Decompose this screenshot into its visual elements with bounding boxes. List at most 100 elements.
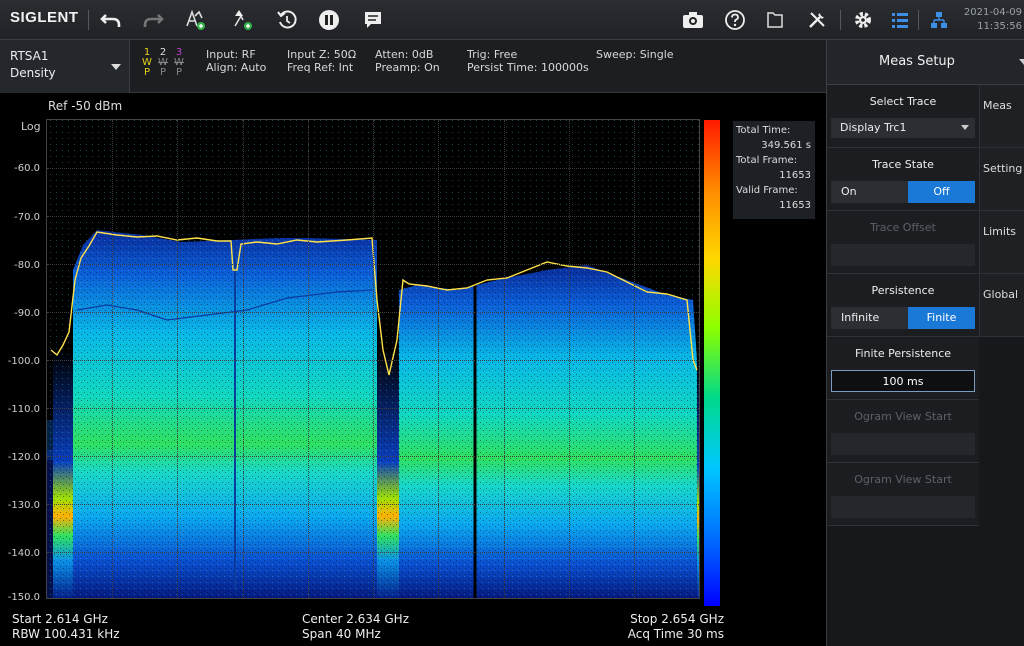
- network-button[interactable]: [924, 5, 954, 35]
- trace-select-dropdown[interactable]: Display Trc1: [831, 118, 975, 138]
- pause-icon: [319, 10, 339, 30]
- input-info[interactable]: Input: RF Align: Auto: [206, 48, 266, 74]
- preamp-label: Preamp: On: [375, 61, 440, 74]
- spectrum-display[interactable]: Ref -50 dBm Log -60.0 -70.0 -80.0 -90.0 …: [0, 93, 826, 646]
- panel-title[interactable]: Meas Setup: [827, 40, 1024, 85]
- ogram-view-start-field: [831, 496, 975, 518]
- trace-state-softkey[interactable]: Trace State On Off: [827, 148, 979, 211]
- trace-detector: P: [159, 67, 167, 78]
- grid-line: [373, 120, 374, 598]
- grid-line: [112, 120, 113, 598]
- help-button[interactable]: [720, 5, 750, 35]
- ogram-view-start-field: [831, 433, 975, 455]
- plot-grid[interactable]: [46, 119, 700, 599]
- atten-label: Atten: 0dB: [375, 48, 434, 61]
- trigger-info[interactable]: Trig: Free Persist Time: 100000s: [467, 48, 589, 74]
- persistence-finite-option[interactable]: Finite: [908, 307, 975, 329]
- finite-persistence-softkey[interactable]: Finite Persistence 100 ms: [827, 337, 979, 400]
- center-freq: Center 2.634 GHz: [302, 612, 409, 626]
- toolbar-divider: [918, 10, 919, 30]
- center-freq-info[interactable]: Center 2.634 GHz Span 40 MHz: [302, 612, 409, 642]
- grid-line: [308, 120, 309, 598]
- persist-label: Persist Time: 100000s: [467, 61, 589, 74]
- marker-add-icon: [186, 9, 205, 30]
- trig-label: Trig: Free: [467, 48, 518, 61]
- trace-type: W: [142, 57, 152, 68]
- tab-limits[interactable]: Limits: [979, 211, 1024, 274]
- y-tick-label: -60.0: [14, 163, 40, 174]
- trace-offset-softkey[interactable]: Trace Offset: [827, 211, 979, 274]
- atten-info[interactable]: Atten: 0dB Preamp: On: [375, 48, 440, 74]
- total-time-label: Total Time:: [736, 125, 791, 136]
- softkey-label: Trace State: [872, 158, 934, 171]
- menu-button[interactable]: [885, 5, 915, 35]
- persistence-toggle[interactable]: Infinite Finite: [831, 307, 975, 329]
- file-button[interactable]: [760, 5, 790, 35]
- softkey-label: Ogram View Start: [854, 473, 952, 486]
- redo-button[interactable]: [138, 5, 168, 35]
- pause-button[interactable]: [314, 5, 344, 35]
- start-freq: Start 2.614 GHz: [12, 612, 108, 626]
- ogram-view-start-softkey[interactable]: Ogram View Start: [827, 400, 979, 463]
- peak-search-button[interactable]: [228, 5, 258, 35]
- y-tick-label: -90.0: [14, 308, 40, 319]
- tab-global[interactable]: Global: [979, 274, 1024, 337]
- mode-view: Density: [10, 66, 56, 80]
- stop-freq-info[interactable]: Stop 2.654 GHz Acq Time 30 ms: [628, 612, 724, 642]
- trace-state-toggle[interactable]: On Off: [831, 181, 975, 203]
- settings-icon: [855, 12, 871, 28]
- menu-icon: [892, 13, 908, 28]
- y-tick-label: -110.0: [7, 404, 40, 415]
- y-tick-label: -80.0: [14, 260, 40, 271]
- y-tick-label: -130.0: [7, 500, 40, 511]
- sweep-info[interactable]: Sweep: Single: [596, 48, 674, 61]
- stop-freq: Stop 2.654 GHz: [630, 612, 724, 626]
- toolbar-divider: [840, 10, 841, 30]
- trace-detector: P: [175, 67, 183, 78]
- y-tick-label: -70.0: [14, 212, 40, 223]
- trace-2-indicator[interactable]: 2 W P: [157, 48, 169, 78]
- ogram-view-start-softkey[interactable]: Ogram View Start: [827, 463, 979, 526]
- undo-button[interactable]: [96, 5, 126, 35]
- softkey-label: Finite Persistence: [854, 347, 952, 360]
- screenshot-button[interactable]: [678, 5, 708, 35]
- input-z-info[interactable]: Input Z: 50Ω Freq Ref: Int: [287, 48, 356, 74]
- trace-num: 3: [175, 47, 183, 58]
- add-marker-button[interactable]: [180, 5, 210, 35]
- trace-1-indicator[interactable]: 1 W P: [141, 48, 153, 78]
- tab-setting[interactable]: Setting: [979, 148, 1024, 211]
- tab-meas[interactable]: Meas: [979, 85, 1024, 148]
- network-icon: [931, 12, 947, 28]
- tools-button[interactable]: [802, 5, 832, 35]
- grid-line: [634, 120, 635, 598]
- file-icon: [767, 12, 783, 28]
- message-button[interactable]: [358, 5, 388, 35]
- grid-line: [504, 120, 505, 598]
- time-label: 11:35:56: [977, 21, 1022, 32]
- undo-icon: [100, 14, 121, 27]
- date-time: 2021-04-09 11:35:56: [964, 6, 1022, 34]
- softkey-label: Select Trace: [869, 95, 937, 108]
- mode-selector[interactable]: RTSA1 Density: [0, 40, 130, 93]
- select-trace-softkey[interactable]: Select Trace Display Trc1: [827, 85, 979, 148]
- date-label: 2021-04-09: [963, 7, 1022, 18]
- rbw-value: RBW 100.431 kHz: [12, 627, 120, 641]
- reset-button[interactable]: [272, 5, 302, 35]
- persistence-softkey[interactable]: Persistence Infinite Finite: [827, 274, 979, 337]
- align-label: Align: Auto: [206, 61, 267, 74]
- start-freq-info[interactable]: Start 2.614 GHz RBW 100.431 kHz: [12, 612, 120, 642]
- trace-type: W: [158, 57, 168, 68]
- persistence-infinite-option[interactable]: Infinite: [831, 307, 908, 329]
- grid-line: [177, 120, 178, 598]
- softkey-label: Trace Offset: [870, 221, 936, 234]
- acq-time: Acq Time 30 ms: [627, 627, 724, 641]
- trace-state-off-option[interactable]: Off: [908, 181, 975, 203]
- system-settings-button[interactable]: [848, 5, 878, 35]
- trace-detector: P: [143, 67, 151, 78]
- input-z-label: Input Z: 50Ω: [287, 48, 357, 61]
- finite-persistence-input[interactable]: 100 ms: [831, 370, 975, 392]
- message-icon: [365, 12, 381, 28]
- trace-offset-field: [831, 244, 975, 266]
- trace-3-indicator[interactable]: 3 W P: [173, 48, 185, 78]
- trace-state-on-option[interactable]: On: [831, 181, 908, 203]
